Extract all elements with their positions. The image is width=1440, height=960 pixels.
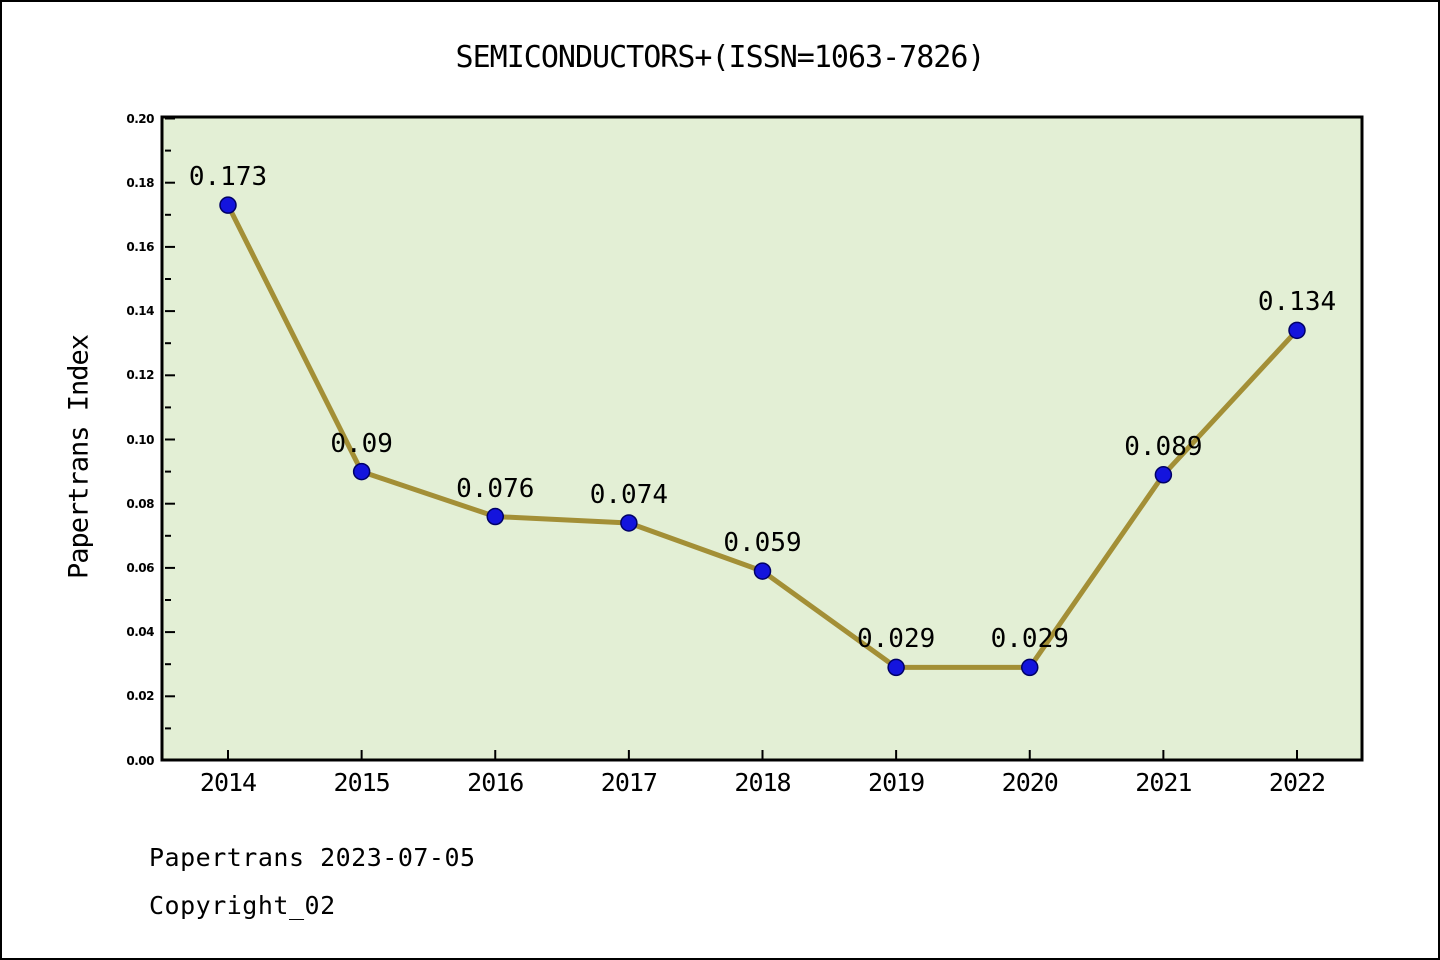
point-label-2017: 0.074	[589, 479, 669, 510]
data-point-2019	[887, 658, 905, 677]
x-tick-label-2019: 2019	[868, 768, 925, 797]
point-label-2020: 0.029	[990, 624, 1069, 655]
chart-title: SEMICONDUCTORS+(ISSN=1063-7826)	[455, 40, 986, 75]
point-label-2015: 0.09	[330, 428, 393, 459]
y-axis-title: Papertrans Index	[63, 334, 95, 580]
x-tick-label-2021: 2021	[1135, 768, 1192, 797]
y-tick-label-0.12: 0.12	[126, 368, 154, 383]
y-tick-label-0.00: 0.00	[126, 753, 154, 768]
footer-copyright: Copyright_02	[149, 891, 336, 920]
x-tick-label-2014: 2014	[199, 768, 257, 797]
data-point-2017	[620, 514, 638, 532]
x-tick-label-2017: 2017	[600, 768, 658, 797]
point-label-2022: 0.134	[1257, 287, 1337, 318]
plot-background	[160, 115, 1364, 762]
series-markers	[219, 196, 1306, 677]
point-label-2021: 0.089	[1124, 431, 1203, 462]
y-tick-label-0.02: 0.02	[126, 689, 154, 704]
data-point-2020	[1021, 658, 1039, 677]
y-tick-label-0.04: 0.04	[126, 625, 154, 640]
point-label-2018: 0.059	[723, 528, 802, 559]
x-tick-label-2020: 2020	[1001, 768, 1059, 797]
y-tick-label-0.08: 0.08	[126, 496, 154, 511]
data-point-2014	[219, 196, 237, 214]
data-point-2016	[486, 507, 504, 526]
data-point-2022	[1288, 321, 1306, 340]
data-point-2021	[1154, 466, 1173, 484]
x-tick-label-2018: 2018	[734, 768, 791, 797]
y-tick-label-0.06: 0.06	[126, 560, 154, 575]
axis-ticks	[165, 117, 1298, 762]
x-tick-label-2016: 2016	[467, 768, 524, 797]
y-tick-label-0.18: 0.18	[126, 175, 154, 190]
point-label-2019: 0.029	[856, 624, 936, 655]
y-tick-label-0.16: 0.16	[126, 239, 154, 254]
data-point-2015	[352, 462, 371, 481]
footer-source-date: Papertrans 2023-07-05	[149, 843, 476, 872]
x-tick-label-2022: 2022	[1268, 768, 1326, 797]
x-tick-label-2015: 2015	[333, 768, 391, 797]
data-point-2018	[753, 562, 772, 580]
y-tick-label-0.14: 0.14	[126, 304, 154, 319]
point-label-2016: 0.076	[456, 473, 535, 504]
y-tick-label-0.20: 0.20	[126, 111, 154, 126]
point-label-2014: 0.173	[188, 162, 268, 193]
y-tick-label-0.10: 0.10	[126, 432, 154, 447]
